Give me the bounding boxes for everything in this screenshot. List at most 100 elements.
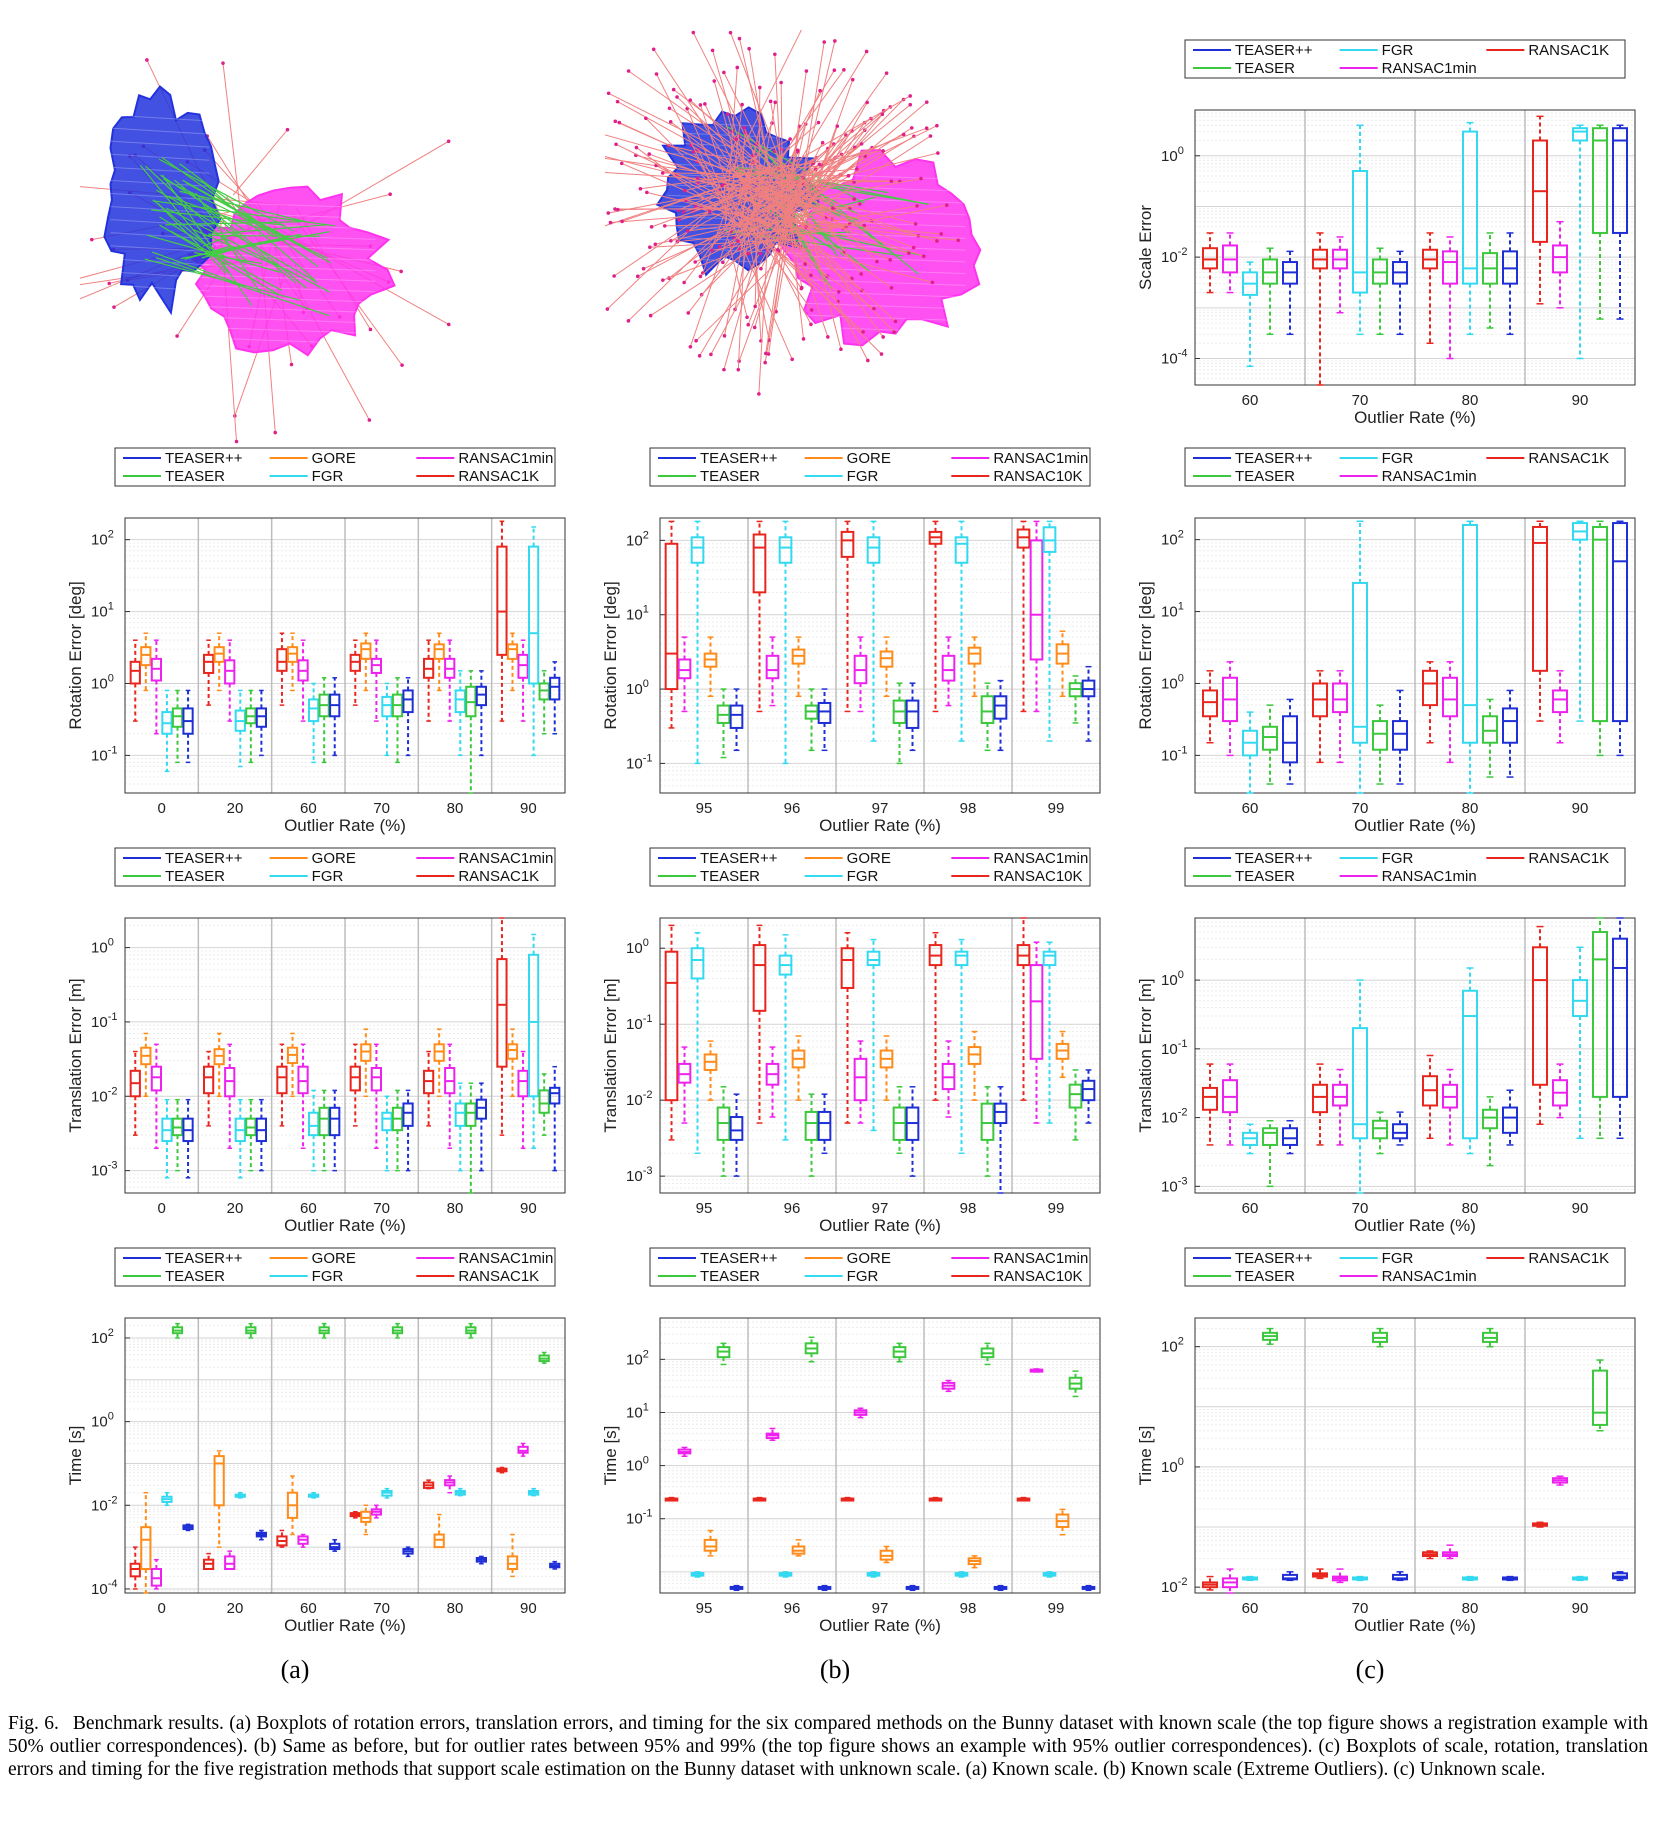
box-ransac1min bbox=[853, 636, 868, 713]
box-ransac10k bbox=[752, 520, 767, 713]
box-ransac1k bbox=[349, 639, 361, 706]
box-ransac1min bbox=[1332, 670, 1348, 764]
box-teaserpp bbox=[1081, 1584, 1096, 1592]
box-teaser bbox=[1482, 1096, 1498, 1167]
box-fgr bbox=[690, 1571, 705, 1578]
y-tick-label: 100 bbox=[626, 678, 649, 698]
box-gore bbox=[967, 636, 982, 698]
x-axis-label: Outlier Rate (%) bbox=[284, 816, 406, 835]
box-teaser bbox=[391, 677, 404, 764]
figure-caption: Fig. 6. Benchmark results. (a) Boxplots o… bbox=[8, 1712, 1648, 1781]
box-teaserpp bbox=[993, 679, 1008, 752]
chart-svg: TEASER++ GORE RANSAC1min TEASER FGR RANSAC1K 1… bbox=[66, 1247, 566, 1635]
x-tick-label: 90 bbox=[1572, 1200, 1589, 1217]
box-fgr bbox=[1352, 1575, 1368, 1582]
box-ransac10k bbox=[1016, 520, 1031, 713]
box-teaserpp bbox=[729, 688, 744, 752]
box-fgr bbox=[308, 682, 320, 764]
box-teaser bbox=[538, 1351, 550, 1364]
x-tick-label: 70 bbox=[1352, 800, 1369, 817]
y-axis-label: Rotation Error [deg] bbox=[601, 581, 620, 729]
legend: TEASER++ GORE RANSAC1min TEASER FGR RANSAC10K bbox=[649, 447, 1091, 487]
legend-entry: GORE bbox=[312, 850, 356, 867]
box-teaserpp bbox=[1612, 124, 1628, 320]
box-gore bbox=[1055, 1030, 1070, 1079]
box-teaserpp bbox=[1282, 1571, 1298, 1582]
y-tick-label: 100 bbox=[1161, 145, 1184, 165]
box-teaserpp bbox=[1612, 1571, 1628, 1582]
box-teaser bbox=[465, 1322, 477, 1339]
box-fgr bbox=[454, 1487, 466, 1497]
box-teaser bbox=[1068, 1069, 1083, 1141]
x-tick-label: 0 bbox=[157, 1200, 165, 1217]
box-teaser bbox=[245, 689, 257, 764]
box-gore bbox=[879, 636, 894, 698]
y-tick-label: 102 bbox=[626, 529, 649, 549]
y-axis-label: Time [s] bbox=[66, 1426, 85, 1486]
box-ransac10k bbox=[664, 924, 679, 1141]
y-tick-label: 10-2 bbox=[91, 1494, 117, 1514]
legend-entry: TEASER++ bbox=[700, 1250, 778, 1267]
x-tick-label: 60 bbox=[1242, 392, 1259, 409]
y-tick-label: 101 bbox=[626, 604, 649, 624]
box-teaser bbox=[1372, 247, 1388, 336]
legend-entry: GORE bbox=[312, 1250, 356, 1267]
box-gore bbox=[286, 632, 299, 692]
x-tick-label: 0 bbox=[157, 800, 165, 817]
box-teaserpp bbox=[549, 1560, 561, 1570]
box-fgr bbox=[528, 933, 540, 1149]
box-fgr bbox=[528, 526, 540, 757]
box-fgr bbox=[161, 1491, 173, 1507]
box-ransac1min bbox=[370, 639, 382, 722]
box-teaserpp bbox=[402, 1546, 414, 1558]
box-ransac1k bbox=[496, 917, 508, 1136]
box-fgr bbox=[1572, 520, 1588, 722]
x-axis-label: Outlier Rate (%) bbox=[819, 1616, 941, 1635]
box-ransac1min bbox=[150, 639, 163, 735]
box-ransac10k bbox=[664, 1496, 679, 1502]
box-ransac1min bbox=[1222, 1568, 1238, 1594]
box-ransac1k bbox=[1532, 925, 1548, 1125]
legend: TEASER++ GORE RANSAC1min TEASER FGR RANSAC1K bbox=[114, 447, 556, 487]
legend-entry: FGR bbox=[1382, 1250, 1414, 1267]
box-ransac1min bbox=[941, 636, 956, 707]
box-teaserpp bbox=[329, 1538, 341, 1552]
box-ransac10k bbox=[840, 520, 855, 713]
legend-entry: RANSAC1min bbox=[1382, 1268, 1477, 1285]
x-tick-label: 60 bbox=[300, 800, 317, 817]
box-teaserpp bbox=[475, 1555, 487, 1565]
x-axis-label: Outlier Rate (%) bbox=[1354, 1216, 1476, 1235]
box-ransac1min bbox=[1442, 1068, 1458, 1146]
box-gore bbox=[791, 1035, 806, 1101]
box-teaserpp bbox=[255, 689, 267, 757]
box-teaser bbox=[318, 1089, 330, 1172]
box-ransac1min bbox=[517, 1050, 529, 1149]
box-teaser bbox=[1482, 232, 1498, 329]
box-ransac10k bbox=[928, 520, 943, 713]
box-ransac1k bbox=[1202, 1063, 1218, 1146]
box-ransac1k bbox=[1312, 232, 1328, 386]
box-teaser bbox=[892, 1342, 907, 1363]
box-ransac1min bbox=[1442, 236, 1458, 360]
legend-entry: TEASER bbox=[165, 468, 225, 485]
y-tick-label: 10-2 bbox=[626, 1089, 652, 1109]
box-teaserpp bbox=[1502, 689, 1518, 778]
y-tick-label: 102 bbox=[1161, 529, 1184, 549]
x-tick-label: 97 bbox=[872, 1200, 889, 1217]
x-tick-label: 90 bbox=[1572, 392, 1589, 409]
x-tick-label: 60 bbox=[1242, 1200, 1259, 1217]
y-tick-label: 10-1 bbox=[1161, 1038, 1187, 1058]
box-fgr bbox=[1242, 1575, 1258, 1582]
box-gore bbox=[879, 1035, 894, 1101]
chart-svg: TEASER++ GORE RANSAC1min TEASER FGR RANSAC1K 1… bbox=[66, 447, 566, 835]
legend-entry: RANSAC1K bbox=[458, 1268, 539, 1285]
x-tick-label: 98 bbox=[960, 1200, 977, 1217]
box-gore bbox=[433, 1028, 445, 1098]
box-gore bbox=[140, 632, 152, 692]
box-teaserpp bbox=[475, 670, 487, 757]
box-ransac1min bbox=[1332, 1568, 1348, 1584]
box-ransac1min bbox=[1552, 1063, 1568, 1119]
y-tick-label: 102 bbox=[91, 1327, 114, 1347]
y-tick-label: 100 bbox=[91, 672, 114, 692]
box-teaserpp bbox=[729, 1584, 744, 1592]
